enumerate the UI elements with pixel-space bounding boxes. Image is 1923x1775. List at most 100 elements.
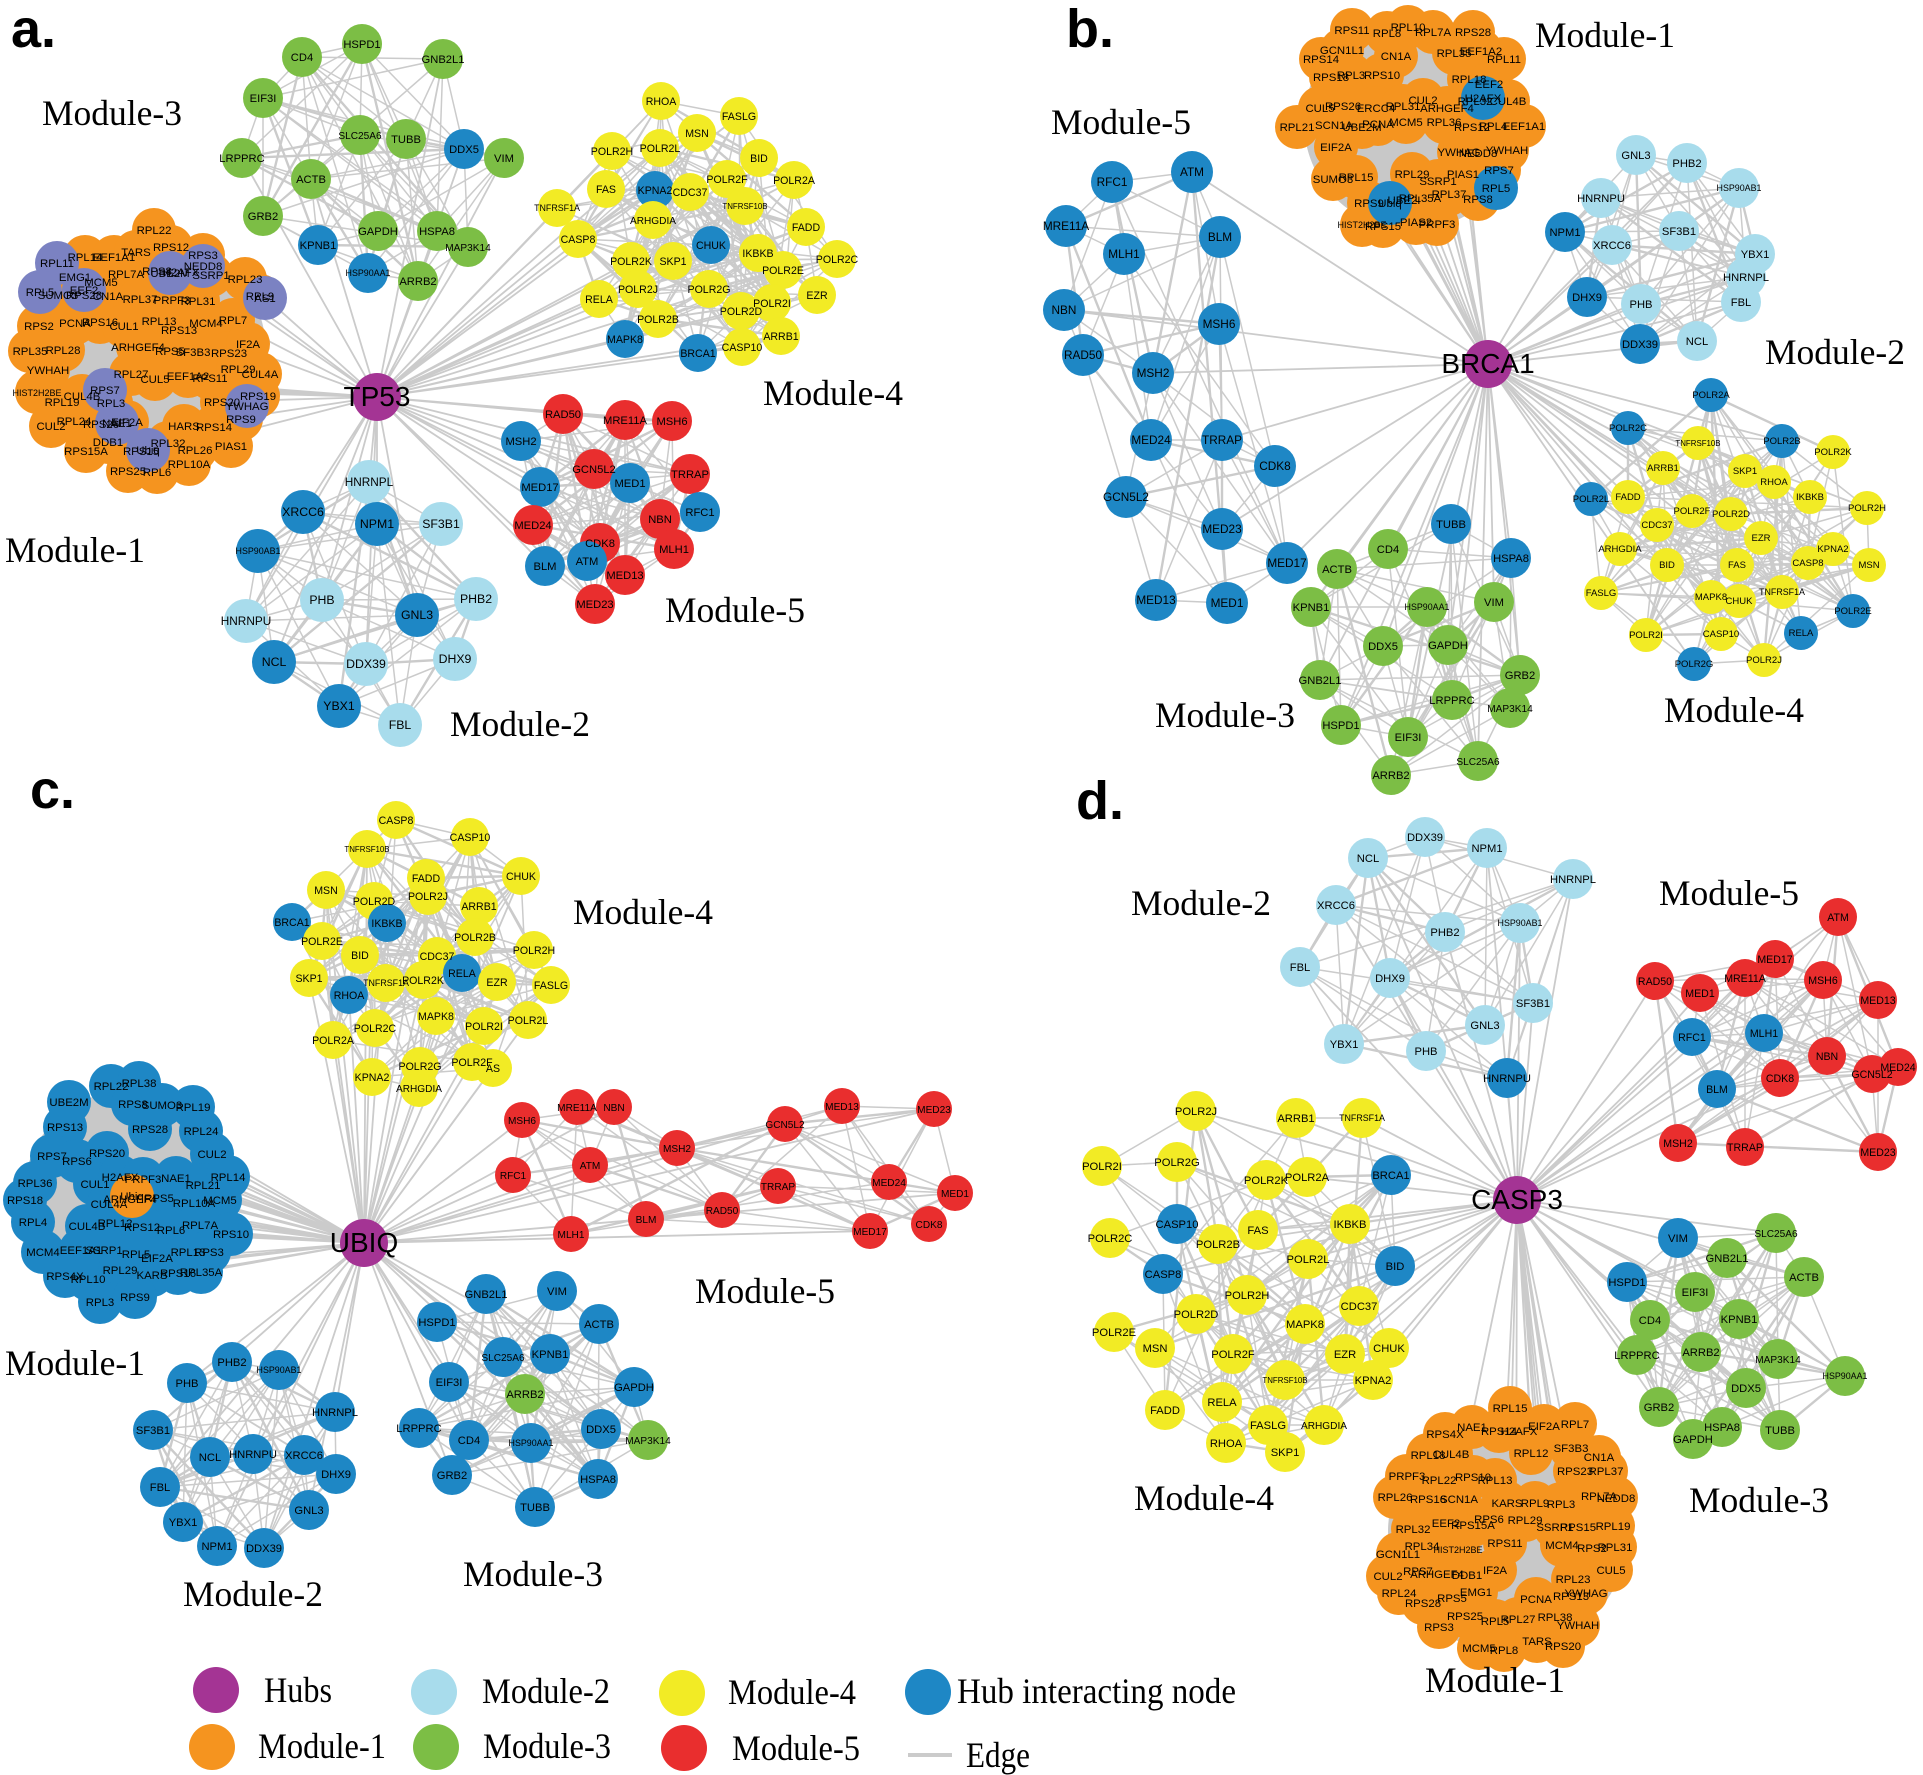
svg-text:RPS11: RPS11 — [1487, 1538, 1522, 1550]
svg-text:Module-2: Module-2 — [482, 1671, 610, 1711]
svg-text:RPS11: RPS11 — [192, 373, 227, 385]
svg-text:POLR2I: POLR2I — [1629, 630, 1663, 641]
svg-text:RPS12: RPS12 — [153, 242, 189, 254]
svg-text:MLH1: MLH1 — [659, 544, 689, 556]
svg-text:SLC25A6: SLC25A6 — [1456, 757, 1500, 768]
svg-text:TRRAP: TRRAP — [761, 1182, 795, 1193]
svg-text:DDX39: DDX39 — [246, 1543, 282, 1555]
svg-text:RPL6: RPL6 — [143, 467, 172, 479]
svg-text:NAE1: NAE1 — [161, 1173, 191, 1185]
svg-text:EIF2A: EIF2A — [1528, 1421, 1560, 1433]
svg-text:RPL35: RPL35 — [1437, 48, 1472, 60]
svg-text:a.: a. — [11, 0, 56, 59]
svg-text:RPL5: RPL5 — [122, 1249, 151, 1261]
svg-text:KPNA2: KPNA2 — [638, 185, 673, 197]
svg-text:NPM1: NPM1 — [360, 517, 394, 531]
svg-text:POLR2G: POLR2G — [688, 284, 731, 296]
svg-text:CASP8: CASP8 — [1792, 558, 1823, 569]
svg-text:ARHGEF4: ARHGEF4 — [103, 1194, 157, 1206]
svg-text:EMG1: EMG1 — [1460, 1587, 1492, 1599]
svg-text:ARHGEF4: ARHGEF4 — [1420, 103, 1474, 115]
svg-text:RPL19: RPL19 — [45, 397, 80, 409]
svg-text:RPS18: RPS18 — [7, 1195, 43, 1207]
svg-text:YBX1: YBX1 — [169, 1517, 198, 1529]
svg-text:RHOA: RHOA — [1760, 477, 1788, 488]
svg-text:CASP3: CASP3 — [1471, 1184, 1563, 1215]
svg-text:NCL: NCL — [1686, 336, 1708, 348]
svg-text:CASP8: CASP8 — [379, 815, 414, 827]
svg-text:CDC37: CDC37 — [420, 951, 455, 963]
svg-text:PHB2: PHB2 — [1430, 927, 1459, 939]
svg-text:RPS9: RPS9 — [120, 1292, 150, 1304]
svg-text:POLR2C: POLR2C — [1088, 1233, 1133, 1245]
svg-text:RPL26: RPL26 — [178, 445, 213, 457]
svg-text:RPS18: RPS18 — [1313, 72, 1349, 84]
svg-text:UBE2M: UBE2M — [150, 268, 189, 280]
svg-text:MRE11A: MRE11A — [603, 415, 647, 427]
svg-text:CASP10: CASP10 — [1703, 629, 1739, 640]
svg-text:TNFRSF1A: TNFRSF1A — [534, 203, 580, 213]
svg-text:MCM5: MCM5 — [1462, 1643, 1496, 1655]
svg-text:HIST2H2BE: HIST2H2BE — [1337, 220, 1386, 230]
svg-text:MAPK8: MAPK8 — [607, 334, 643, 346]
svg-text:ATM: ATM — [1827, 912, 1849, 924]
svg-text:CUL5: CUL5 — [140, 374, 169, 386]
svg-text:MED17: MED17 — [853, 1227, 887, 1238]
svg-text:RPL10: RPL10 — [1391, 22, 1426, 34]
svg-text:RPS23: RPS23 — [1557, 1466, 1593, 1478]
svg-text:ATM: ATM — [576, 556, 599, 568]
svg-text:RPL21: RPL21 — [1280, 122, 1315, 134]
svg-text:SSRP1: SSRP1 — [1536, 1522, 1573, 1534]
svg-text:RPS16: RPS16 — [1410, 1494, 1446, 1506]
svg-text:RPL3: RPL3 — [1337, 70, 1366, 82]
svg-text:RPL29: RPL29 — [103, 1265, 138, 1277]
svg-text:RPL27: RPL27 — [1501, 1614, 1536, 1626]
svg-text:POLR2E: POLR2E — [301, 936, 343, 948]
svg-text:CDC37: CDC37 — [673, 187, 708, 199]
svg-text:CUL1: CUL1 — [109, 321, 138, 333]
svg-text:Module-2: Module-2 — [450, 704, 590, 744]
svg-text:CDC37: CDC37 — [1641, 520, 1672, 531]
svg-text:RPL35: RPL35 — [13, 346, 48, 358]
svg-text:PRPF3: PRPF3 — [125, 1174, 162, 1186]
svg-text:GAPDH: GAPDH — [1428, 640, 1468, 652]
svg-text:POLR2I: POLR2I — [465, 1021, 503, 1033]
svg-text:SKP1: SKP1 — [1733, 466, 1757, 477]
svg-text:Edge: Edge — [966, 1735, 1030, 1775]
svg-text:MED23: MED23 — [917, 1105, 951, 1116]
svg-text:RPS7: RPS7 — [90, 385, 120, 397]
svg-text:Module-5: Module-5 — [1051, 102, 1191, 142]
svg-text:RPL4: RPL4 — [19, 1217, 48, 1229]
svg-text:MED13: MED13 — [1860, 995, 1895, 1007]
svg-text:RPS8: RPS8 — [118, 1099, 148, 1111]
svg-text:RFC1: RFC1 — [685, 507, 714, 519]
svg-text:EIF3I: EIF3I — [1395, 732, 1422, 744]
svg-text:HSP90AB1: HSP90AB1 — [257, 1365, 302, 1375]
svg-text:ARRB2: ARRB2 — [506, 1389, 543, 1401]
svg-text:RPL9: RPL9 — [246, 291, 275, 303]
svg-text:NPM1: NPM1 — [1471, 843, 1502, 855]
svg-text:FAS: FAS — [1728, 560, 1746, 571]
svg-text:TNFRSF10B: TNFRSF10B — [1675, 439, 1720, 448]
svg-text:HNRNPU: HNRNPU — [1483, 1073, 1531, 1085]
svg-text:RPL10A: RPL10A — [173, 1198, 216, 1210]
svg-text:MED13: MED13 — [825, 1102, 859, 1113]
svg-text:FADD: FADD — [1150, 1405, 1180, 1417]
svg-text:RPL32: RPL32 — [1396, 1524, 1431, 1536]
svg-text:TUBB: TUBB — [1436, 519, 1466, 531]
svg-text:RPL12: RPL12 — [1514, 1448, 1549, 1460]
svg-text:RPL10A: RPL10A — [168, 459, 211, 471]
svg-text:TNFRSF10B: TNFRSF10B — [1262, 1376, 1307, 1385]
svg-text:EEF1A1: EEF1A1 — [93, 252, 135, 264]
svg-text:SCN1A: SCN1A — [1440, 1494, 1478, 1506]
svg-text:RPS10: RPS10 — [213, 1229, 249, 1241]
svg-text:NPM1: NPM1 — [1549, 227, 1580, 239]
svg-text:RPS15: RPS15 — [123, 446, 159, 458]
svg-text:HNRNPL: HNRNPL — [345, 475, 394, 489]
svg-text:BRCA1: BRCA1 — [680, 348, 715, 360]
svg-text:GNL3: GNL3 — [294, 1505, 323, 1517]
svg-text:YWHAH: YWHAH — [27, 365, 69, 377]
svg-text:MSH2: MSH2 — [1663, 1138, 1693, 1150]
svg-text:RPS10: RPS10 — [1364, 70, 1400, 82]
svg-text:RPL13: RPL13 — [171, 1247, 206, 1259]
